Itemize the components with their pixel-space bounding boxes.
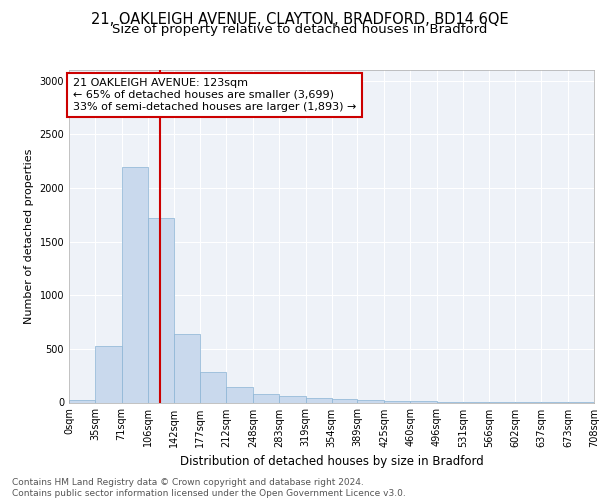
- Bar: [95, 346, 122, 403]
- Bar: [226, 387, 253, 402]
- Text: 21, OAKLEIGH AVENUE, CLAYTON, BRADFORD, BD14 6QE: 21, OAKLEIGH AVENUE, CLAYTON, BRADFORD, …: [91, 12, 509, 28]
- Bar: [174, 334, 200, 402]
- Bar: [200, 372, 226, 402]
- Bar: [305, 398, 331, 402]
- Bar: [148, 218, 174, 402]
- Bar: [331, 400, 358, 402]
- Y-axis label: Number of detached properties: Number of detached properties: [24, 148, 34, 324]
- Bar: [279, 396, 305, 402]
- X-axis label: Distribution of detached houses by size in Bradford: Distribution of detached houses by size …: [179, 455, 484, 468]
- Text: 21 OAKLEIGH AVENUE: 123sqm
← 65% of detached houses are smaller (3,699)
33% of s: 21 OAKLEIGH AVENUE: 123sqm ← 65% of deta…: [73, 78, 356, 112]
- Bar: [122, 167, 148, 402]
- Bar: [69, 400, 95, 402]
- Text: Contains HM Land Registry data © Crown copyright and database right 2024.
Contai: Contains HM Land Registry data © Crown c…: [12, 478, 406, 498]
- Bar: [358, 400, 384, 402]
- Text: Size of property relative to detached houses in Bradford: Size of property relative to detached ho…: [112, 24, 488, 36]
- Bar: [384, 401, 410, 402]
- Bar: [253, 394, 279, 402]
